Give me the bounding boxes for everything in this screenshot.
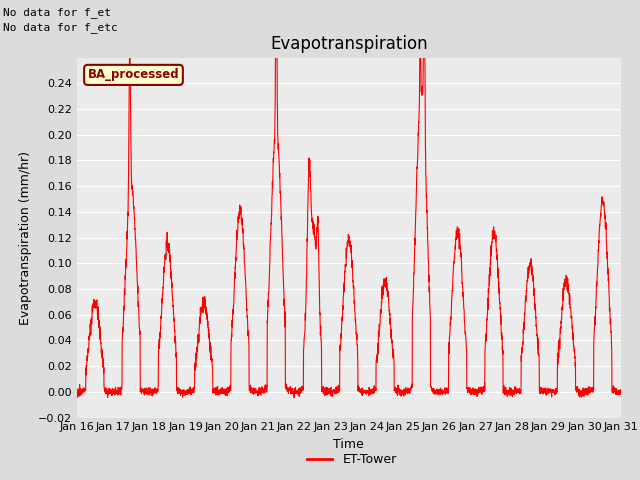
X-axis label: Time: Time — [333, 438, 364, 451]
Legend: ET-Tower: ET-Tower — [302, 448, 402, 471]
Text: BA_processed: BA_processed — [88, 68, 179, 82]
Text: No data for f_et: No data for f_et — [3, 7, 111, 18]
Title: Evapotranspiration: Evapotranspiration — [270, 35, 428, 53]
Text: No data for f_etc: No data for f_etc — [3, 22, 118, 33]
Y-axis label: Evapotranspiration (mm/hr): Evapotranspiration (mm/hr) — [19, 151, 32, 324]
